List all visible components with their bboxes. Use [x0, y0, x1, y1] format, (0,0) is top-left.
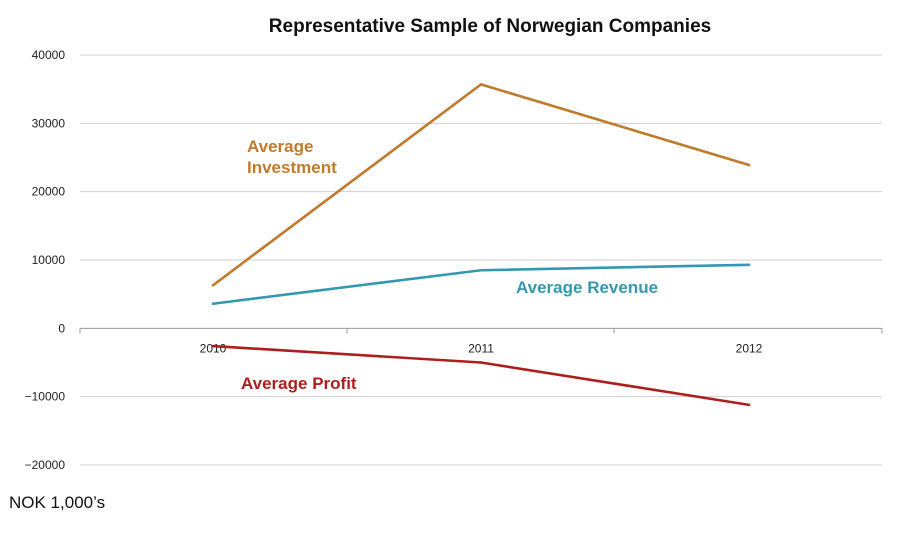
data-point	[479, 268, 483, 272]
data-point	[211, 302, 215, 306]
series-label: Average Revenue	[516, 278, 658, 297]
data-point	[211, 344, 215, 348]
y-tick-label: 10000	[32, 253, 66, 267]
data-point	[479, 83, 483, 86]
series-line	[212, 83, 750, 287]
series-label: Average Profit	[241, 374, 357, 393]
data-point	[747, 263, 751, 267]
x-tick-label: 2011	[468, 341, 494, 355]
y-tick-label: 0	[58, 321, 65, 335]
unit-note: NOK 1,000’s	[9, 493, 106, 512]
series-label: Average	[247, 137, 313, 156]
x-tick-label: 2010	[200, 341, 227, 355]
y-tick-label: 20000	[32, 185, 66, 199]
data-point	[747, 163, 751, 167]
y-tick-label: −10000	[25, 390, 66, 404]
data-point	[211, 283, 215, 287]
y-tick-label: −20000	[25, 458, 66, 472]
x-tick-label: 2012	[736, 341, 763, 355]
y-tick-label: 30000	[32, 116, 66, 130]
data-point	[747, 403, 751, 407]
chart-title: Representative Sample of Norwegian Compa…	[268, 16, 712, 37]
data-point	[479, 361, 483, 364]
y-tick-label: 40000	[32, 48, 66, 62]
series-label: Investment	[247, 158, 337, 177]
